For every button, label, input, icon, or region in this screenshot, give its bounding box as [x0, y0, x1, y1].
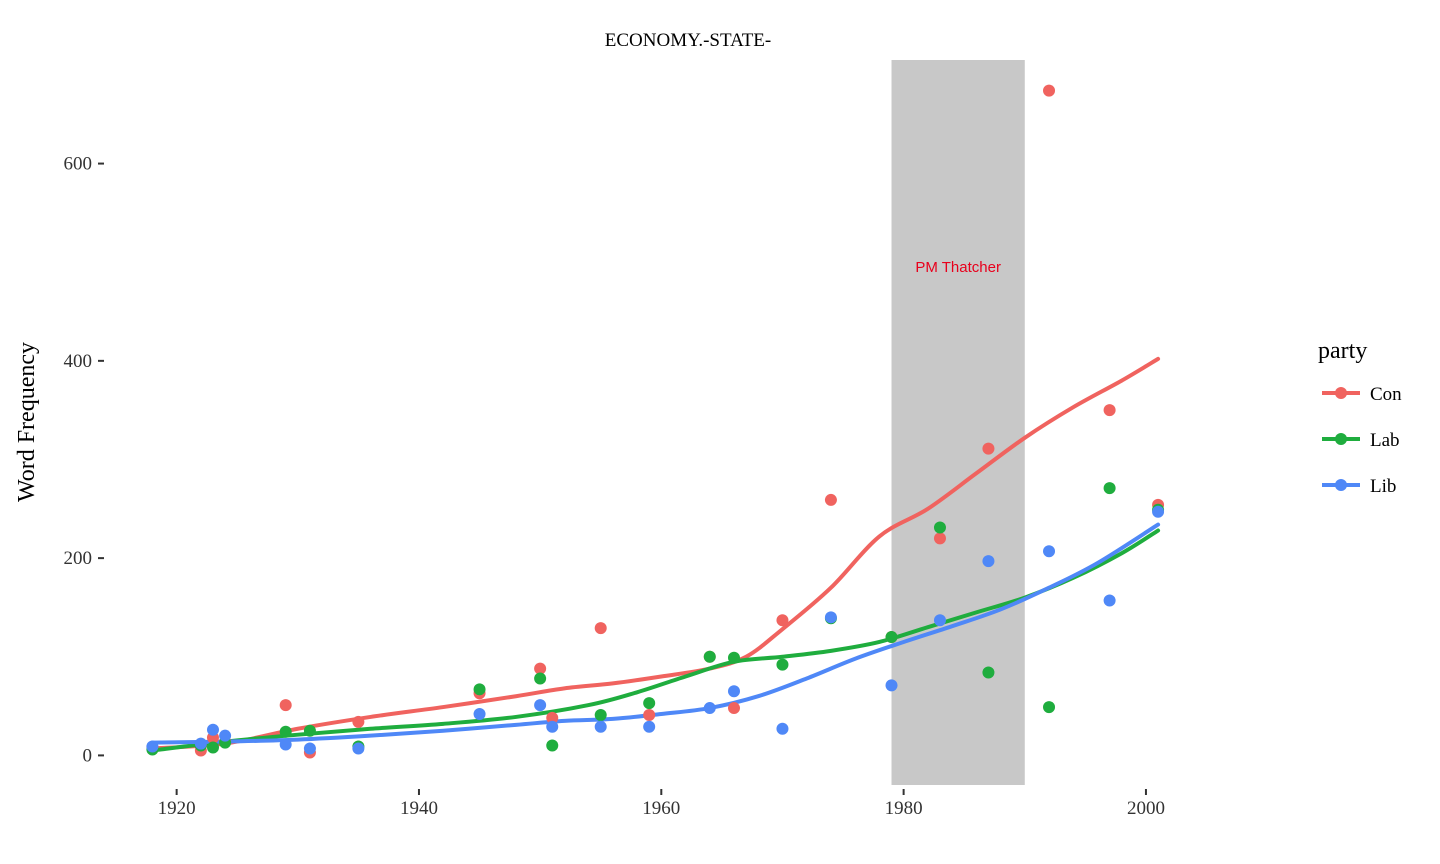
- data-point-con: [1043, 84, 1056, 97]
- shade-layer: [891, 60, 1025, 785]
- axis-layer: 0 200 400 600 1920 1940 1960 1980 2000: [64, 154, 1165, 819]
- data-point-lab: [776, 658, 789, 671]
- legend-label: Con: [1370, 384, 1402, 405]
- data-point-con: [534, 662, 547, 675]
- x-tick-label: 2000: [1127, 798, 1165, 819]
- data-point-lab: [206, 741, 219, 754]
- data-point-con: [933, 532, 946, 545]
- data-point-con: [824, 493, 837, 506]
- data-point-con: [982, 442, 995, 455]
- smooth-lines: [150, 356, 1161, 753]
- x-tick-label: 1940: [400, 798, 438, 819]
- legend-key-point: [1335, 433, 1347, 445]
- data-point-lab: [885, 631, 898, 644]
- data-point-lib: [643, 720, 656, 733]
- data-point-lib: [146, 740, 159, 753]
- annotation-label: PM Thatcher: [915, 259, 1001, 276]
- data-point-lab: [279, 725, 292, 738]
- data-point-lib: [473, 707, 486, 720]
- data-point-lib: [279, 738, 292, 751]
- data-point-lib: [727, 685, 740, 698]
- legend-label: Lib: [1370, 476, 1396, 497]
- data-point-lab: [546, 739, 559, 752]
- y-tick-label: 200: [64, 548, 93, 569]
- data-point-con: [279, 699, 292, 712]
- legend-key-point: [1335, 479, 1347, 491]
- data-point-con: [1103, 404, 1116, 417]
- data-point-con: [546, 711, 559, 724]
- data-point-con: [594, 622, 607, 635]
- x-tick-label: 1920: [158, 798, 196, 819]
- data-point-lib: [933, 614, 946, 627]
- y-tick-label: 600: [64, 154, 93, 175]
- legend: party Con Lab Lib: [1318, 338, 1402, 497]
- data-point-lib: [1043, 545, 1056, 558]
- data-point-lib: [352, 742, 365, 755]
- data-point-lib: [1103, 594, 1116, 607]
- y-axis-label: Word Frequency: [14, 342, 40, 502]
- data-point-lib: [194, 737, 207, 750]
- highlight-region: [891, 60, 1025, 785]
- legend-entries: Con Lab Lib: [1322, 384, 1402, 497]
- data-point-lab: [594, 708, 607, 721]
- data-point-con: [776, 614, 789, 627]
- data-point-lib: [1152, 505, 1165, 518]
- series-line-lib: [150, 522, 1161, 745]
- data-points: [146, 84, 1165, 759]
- annotations: PM Thatcher: [915, 259, 1001, 276]
- data-point-lab: [1043, 701, 1056, 714]
- legend-key-point: [1335, 387, 1347, 399]
- data-point-lab: [303, 724, 316, 737]
- chart-title: ECONOMY.-STATE-: [605, 30, 772, 51]
- data-point-lib: [824, 611, 837, 624]
- data-point-lib: [303, 742, 316, 755]
- legend-title: party: [1318, 338, 1367, 364]
- data-point-lab: [534, 672, 547, 685]
- x-tick-label: 1980: [885, 798, 923, 819]
- data-point-lib: [594, 720, 607, 733]
- data-point-lib: [534, 699, 547, 712]
- data-point-con: [352, 715, 365, 728]
- data-point-lab: [643, 697, 656, 710]
- y-tick-label: 0: [83, 745, 93, 766]
- data-point-con: [727, 702, 740, 715]
- data-point-lab: [982, 666, 995, 679]
- data-point-lib: [703, 702, 716, 715]
- data-point-lab: [727, 651, 740, 664]
- data-point-lib: [546, 720, 559, 733]
- x-tick-label: 1960: [642, 798, 680, 819]
- data-point-lab: [1103, 482, 1116, 495]
- data-point-con: [643, 708, 656, 721]
- y-tick-label: 400: [64, 351, 93, 372]
- data-point-lib: [219, 729, 232, 742]
- data-point-lab: [933, 521, 946, 534]
- data-point-lib: [885, 679, 898, 692]
- data-point-lab: [703, 650, 716, 663]
- data-point-lab: [473, 683, 486, 696]
- data-point-lib: [982, 555, 995, 568]
- data-point-lib: [206, 723, 219, 736]
- legend-label: Lab: [1370, 430, 1400, 451]
- data-point-lib: [776, 722, 789, 735]
